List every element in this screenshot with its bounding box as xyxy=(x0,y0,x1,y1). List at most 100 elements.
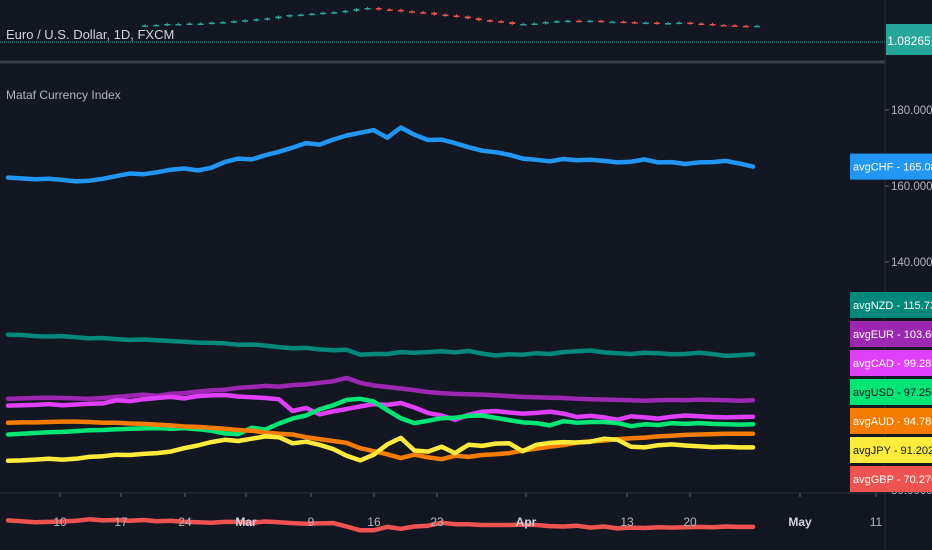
candle-body xyxy=(542,22,549,24)
y-tick-label: 140.00000 xyxy=(891,257,932,269)
candle-body xyxy=(498,21,505,23)
candle-body xyxy=(531,23,538,26)
candle-body xyxy=(142,25,148,27)
candle-body xyxy=(553,21,560,23)
candle-body xyxy=(231,21,238,23)
candle-body xyxy=(320,12,327,15)
candle-body xyxy=(386,9,393,11)
indicator-title: Mataf Currency Index xyxy=(6,88,121,102)
candle-body xyxy=(364,8,371,10)
candle-body xyxy=(175,23,182,26)
candle-body xyxy=(520,23,527,26)
value-tag-label: avgUSD - 97.25625 xyxy=(853,387,932,399)
candle-body xyxy=(208,22,215,25)
candle-body xyxy=(264,18,271,20)
candle-body xyxy=(442,14,449,17)
candle-body xyxy=(453,15,460,18)
candle-body xyxy=(653,22,660,25)
candle-body xyxy=(698,23,705,26)
candle-body xyxy=(409,11,416,13)
series-value-tags: avgCHF - 165.08412 avgNZD - 115.73468 avgE… xyxy=(850,153,932,492)
value-tag-avgCAD xyxy=(850,350,932,376)
price-pane-title: Euro / U.S. Dollar, 1D, FXCM xyxy=(6,27,174,42)
candle-body xyxy=(420,12,427,14)
candle-body xyxy=(297,14,304,17)
candle-body xyxy=(509,22,516,24)
last-price-label: 1.08265 xyxy=(887,34,931,48)
value-tag-label: avgGBP - 70.27044 xyxy=(853,474,932,486)
currency-index-lines xyxy=(5,125,756,533)
indicator-pane[interactable]: Mataf Currency Index xyxy=(5,88,756,533)
x-tick-label: Mar xyxy=(235,515,257,529)
time-axis[interactable]: 10 17 24 Mar 9 16 23 Apr 13 20 May 11 xyxy=(53,493,883,529)
value-tag-avgUSD xyxy=(850,379,932,405)
x-tick-label: May xyxy=(788,515,812,529)
series-line-avgNZD xyxy=(5,332,756,359)
candle-body xyxy=(153,24,160,27)
value-tag-label: avgAUD - 94.78522 xyxy=(853,416,932,428)
series-line-avgAUD xyxy=(5,419,756,462)
candle-body xyxy=(609,21,616,24)
value-tag-avgEUR xyxy=(850,321,932,347)
value-tag-avgNZD xyxy=(850,292,932,318)
candle-body xyxy=(219,22,226,24)
candle-body xyxy=(164,23,171,26)
candle-body xyxy=(375,8,382,10)
candle-body xyxy=(486,20,493,22)
candle-body xyxy=(754,25,760,28)
candle-body xyxy=(186,23,193,26)
x-tick-label: Apr xyxy=(516,515,537,529)
candle-body xyxy=(564,20,571,23)
value-tag-label: avgJPY - 91.20202 xyxy=(853,445,932,457)
value-tag-label: avgCHF - 165.08412 xyxy=(853,162,932,174)
value-tag-avgJPY xyxy=(850,437,932,463)
candle-body xyxy=(687,22,694,25)
value-tag-label: avgEUR - 103.60081 xyxy=(853,329,932,341)
candle-body xyxy=(308,13,315,16)
candle-body xyxy=(197,23,204,26)
candle-body xyxy=(587,20,594,23)
x-tick-label: 23 xyxy=(430,515,444,529)
x-tick-label: 17 xyxy=(114,515,128,529)
price-pane[interactable]: Euro / U.S. Dollar, 1D, FXCM xyxy=(0,6,885,43)
x-tick-label: 13 xyxy=(620,515,634,529)
x-tick-label: 10 xyxy=(53,515,67,529)
value-tag-label: avgNZD - 115.73468 xyxy=(853,300,932,312)
candle-body xyxy=(342,10,349,13)
y-tick-label: 180.00000 xyxy=(891,105,932,117)
value-tag-avgCHF xyxy=(850,153,932,180)
candle-body xyxy=(620,21,627,24)
candle-body xyxy=(431,12,438,15)
candle-body xyxy=(631,22,638,24)
x-tick-label: 16 xyxy=(367,515,381,529)
value-tag-label: avgCAD - 99.28569 xyxy=(853,358,932,370)
candle-body xyxy=(242,20,249,22)
candle-body xyxy=(742,25,749,28)
series-line-avgJPY xyxy=(5,434,756,463)
x-tick-label: 24 xyxy=(178,515,192,529)
x-tick-label: 9 xyxy=(308,515,315,529)
y-tick-label: 160.00000 xyxy=(891,181,932,193)
candle-body xyxy=(286,15,293,17)
candle-body xyxy=(331,12,338,14)
value-tag-avgAUD xyxy=(850,408,932,434)
candle-body xyxy=(464,16,471,19)
candle-body xyxy=(709,23,716,26)
candle-body xyxy=(475,18,482,21)
candle-body xyxy=(664,23,671,25)
candle-body xyxy=(575,20,582,23)
candle-body xyxy=(720,24,727,27)
candlestick-series xyxy=(142,6,760,28)
price-axis[interactable]: 1.08265 180.00000160.00000140.0000080.00… xyxy=(850,24,932,497)
series-line-avgUSD xyxy=(5,396,756,437)
series-line-avgEUR xyxy=(5,375,756,403)
candle-body xyxy=(731,25,738,27)
candle-body xyxy=(275,16,282,19)
series-line-avgCHF xyxy=(5,125,756,184)
candle-body xyxy=(642,22,649,25)
x-tick-label: 11 xyxy=(870,515,883,529)
last-price-box xyxy=(886,24,932,55)
series-line-avgGBP xyxy=(5,517,756,533)
